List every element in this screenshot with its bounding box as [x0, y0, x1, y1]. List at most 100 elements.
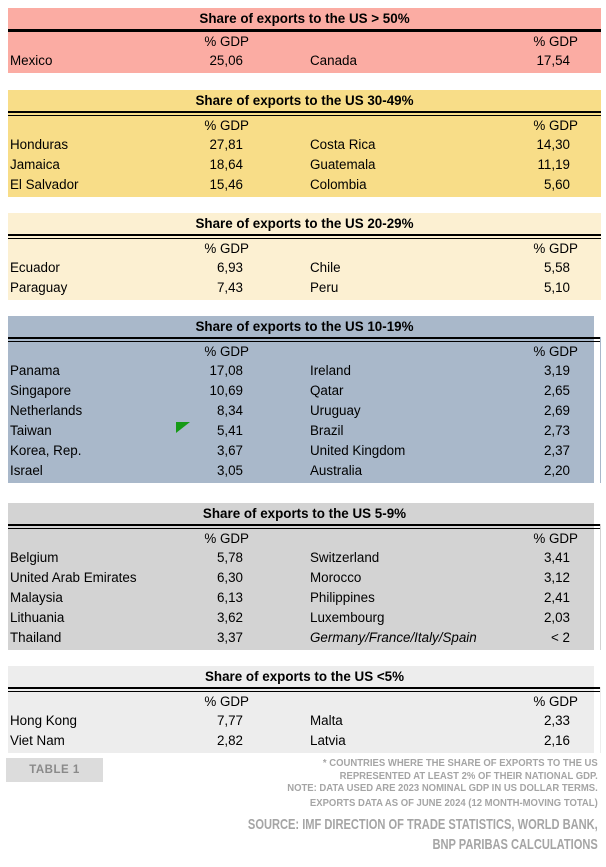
value-cell: 7,43	[216, 280, 243, 295]
country-cell: Panama	[10, 363, 60, 378]
value-cell: 17,08	[209, 363, 243, 378]
country-cell: Peru	[310, 280, 339, 295]
country-cell: Korea, Rep.	[10, 443, 82, 458]
value-cell: 2,16	[543, 733, 570, 748]
value-cell: 14,30	[536, 137, 570, 152]
value-cell: 10,69	[209, 383, 243, 398]
country-cell: Australia	[310, 463, 363, 478]
table-row: El Salvador 15,46 Colombia 5,60	[8, 175, 601, 195]
spacer-cell	[249, 239, 418, 258]
footnote-line: REPRESENTED AT LEAST 2% OF THEIR NATIONA…	[339, 770, 598, 782]
country-cell: Paraguay	[10, 280, 68, 295]
spacer-cell	[8, 32, 174, 51]
table-row: Malaysia 6,13 Philippines 2,41	[8, 588, 601, 608]
value-cell: 3,41	[543, 550, 570, 565]
country-cell: Uruguay	[310, 403, 361, 418]
value-cell: 5,78	[216, 550, 243, 565]
gdp-header-row: % GDP % GDP	[8, 529, 601, 548]
export-share-section: Share of exports to the US <5% % GDP% GDP…	[8, 666, 601, 753]
country-cell: Belgium	[10, 550, 59, 565]
value-cell: 5,10	[543, 280, 570, 295]
value-cell: 18,64	[209, 157, 243, 172]
table-row: Honduras 27,81 Costa Rica 14,30	[8, 135, 601, 155]
table-row: Taiwan 5,41 Brazil 2,73	[8, 421, 601, 441]
country-cell: Israel	[10, 463, 43, 478]
spacer-cell	[249, 116, 418, 135]
country-cell: El Salvador	[10, 177, 79, 192]
section-title: Share of exports to the US 20-29%	[195, 216, 414, 231]
country-cell: Costa Rica	[310, 137, 376, 152]
value-cell: 5,41	[216, 423, 243, 438]
country-cell: Jamaica	[10, 157, 60, 172]
header-rule	[8, 29, 601, 32]
table-row: Mexico 25,06 Canada 17,54	[8, 51, 601, 71]
value-cell: 3,67	[216, 443, 243, 458]
gdp-column-header-left: % GDP	[204, 34, 249, 49]
header-rule	[8, 111, 601, 116]
value-cell: 3,05	[216, 463, 243, 478]
value-cell: 2,20	[543, 463, 570, 478]
table-number-badge: TABLE 1	[6, 758, 103, 782]
value-cell: 3,12	[543, 570, 570, 585]
spacer-cell	[8, 239, 174, 258]
country-cell: Brazil	[310, 423, 344, 438]
table-row: Korea, Rep. 3,67 United Kingdom 2,37	[8, 441, 601, 461]
gdp-header-row: % GDP % GDP	[8, 32, 601, 51]
value-cell: 25,06	[209, 53, 243, 68]
value-cell: 2,41	[543, 590, 570, 605]
footnote-line: * COUNTRIES WHERE THE SHARE OF EXPORTS T…	[323, 758, 598, 769]
country-cell: Hong Kong	[10, 713, 78, 728]
gdp-column-header-right: % GDP	[533, 34, 578, 49]
value-cell: 3,19	[543, 363, 570, 378]
value-cell: 27,81	[209, 137, 243, 152]
footer: TABLE 1 * COUNTRIES WHERE THE SHARE OF E…	[6, 758, 601, 854]
country-cell: Qatar	[310, 383, 344, 398]
export-share-section: Share of exports to the US 30-49%% GDP% …	[8, 90, 601, 197]
value-cell: 17,54	[536, 53, 570, 68]
gdp-header-row: % GDP % GDP	[8, 239, 601, 258]
value-cell: 15,46	[209, 177, 243, 192]
header-rule	[8, 234, 601, 239]
section-title: Share of exports to the US <5%	[204, 669, 405, 684]
country-cell: United Arab Emirates	[10, 570, 137, 585]
spacer-cell	[8, 116, 174, 135]
country-cell: Malaysia	[10, 590, 63, 605]
country-cell: United Kingdom	[310, 443, 406, 458]
footer-notes: * COUNTRIES WHERE THE SHARE OF EXPORTS T…	[125, 758, 601, 854]
green-triangle-icon	[176, 422, 190, 433]
table-row: United Arab Emirates 6,30 Morocco 3,12	[8, 568, 601, 588]
country-cell: Viet Nam	[10, 733, 65, 748]
value-cell: 6,93	[216, 260, 243, 275]
gdp-column-header-left: % GDP	[204, 694, 249, 709]
spacer-cell	[249, 692, 418, 711]
table-row: Israel 3,05 Australia 2,20	[8, 461, 601, 481]
footnote-block: * COUNTRIES WHERE THE SHARE OF EXPORTS T…	[149, 758, 598, 810]
table-row: Jamaica 18,64 Guatemala 11,19	[8, 155, 601, 175]
gdp-header-row: % GDP % GDP	[8, 692, 601, 711]
value-cell: 2,69	[543, 403, 570, 418]
country-cell: Taiwan	[10, 423, 52, 438]
value-cell: 2,73	[543, 423, 570, 438]
gdp-header-row: % GDP % GDP	[8, 342, 601, 361]
value-cell: 2,33	[543, 713, 570, 728]
country-cell: Philippines	[310, 590, 375, 605]
export-share-section: Share of exports to the US 10-19%% GDP% …	[8, 316, 601, 483]
spacer-cell	[8, 529, 174, 548]
country-cell: Ireland	[310, 363, 351, 378]
table-row: Netherlands 8,34 Uruguay 2,69	[8, 401, 601, 421]
country-cell: Netherlands	[10, 403, 83, 418]
table-row: Lithuania 3,62 Luxembourg 2,03	[8, 608, 601, 628]
gdp-column-header-right: % GDP	[533, 241, 578, 256]
country-cell: Canada	[310, 53, 357, 68]
value-cell: 6,13	[216, 590, 243, 605]
gdp-column-header-right: % GDP	[533, 531, 578, 546]
source-line: SOURCE: IMF DIRECTION OF TRADE STATISTIC…	[248, 816, 598, 833]
country-cell: Honduras	[10, 137, 69, 152]
country-cell: Guatemala	[310, 157, 376, 172]
header-rule	[8, 687, 601, 692]
country-cell: Singapore	[10, 383, 72, 398]
value-cell: 3,37	[216, 630, 243, 645]
country-cell: Chile	[310, 260, 341, 275]
spacer-cell	[249, 342, 418, 361]
